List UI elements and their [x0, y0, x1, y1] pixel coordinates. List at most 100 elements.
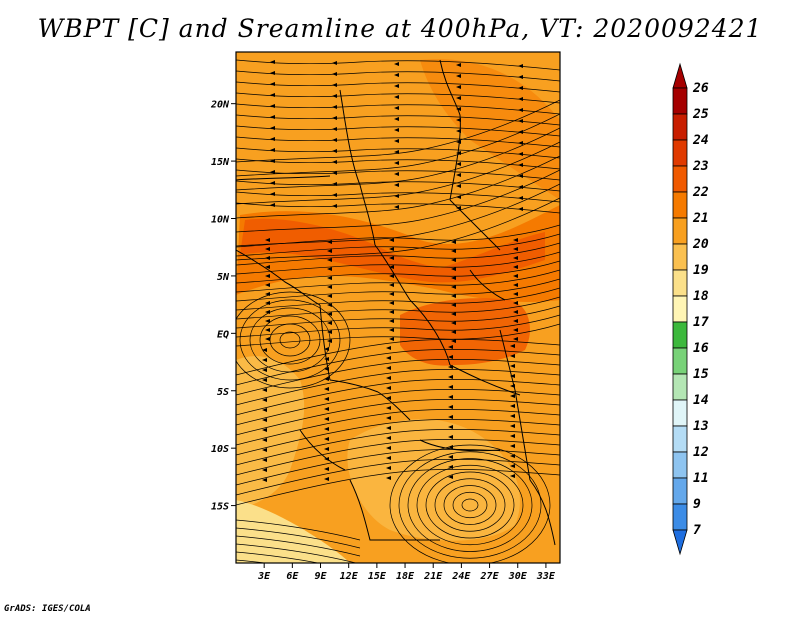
streamline-arrow [332, 105, 337, 109]
field-west-light [236, 356, 305, 510]
streamline-arrow [513, 238, 518, 242]
streamline [236, 251, 560, 275]
streamline-arrow [394, 84, 399, 88]
lat-tick-label: 15S [211, 502, 229, 513]
streamline-arrow [386, 466, 391, 470]
streamline-arrow [265, 292, 270, 296]
streamline-arrow [327, 240, 332, 244]
streamline-arrow [389, 328, 394, 332]
country-border [319, 304, 331, 381]
streamline-arrow [262, 448, 267, 452]
streamline-arrow [451, 303, 456, 307]
streamline-arrow [510, 374, 515, 378]
streamline-arrow [513, 301, 518, 305]
streamline-arrow [394, 62, 399, 66]
streamline-arrow [513, 292, 518, 296]
streamline-arrow [389, 283, 394, 287]
streamline-arrow [518, 86, 523, 90]
colorbar-segment [672, 243, 688, 271]
streamline [236, 388, 560, 426]
streamline-arrow [510, 404, 515, 408]
streamline-arrow [332, 127, 337, 131]
lon-tick-label: 30E [508, 571, 528, 582]
streamline-arrow [513, 265, 518, 269]
colorbar: 26 25 24 23 22 21 20 19 18 17 16 15 14 13 12 11 9 7 [672, 62, 709, 556]
colorbar-segment [672, 87, 688, 115]
streamline-arrow [518, 163, 523, 167]
streamline-arrow [394, 106, 399, 110]
lon-tick-label: 24E [451, 571, 471, 582]
streamline-arrow [324, 347, 329, 351]
streamline-arrow [510, 424, 515, 428]
streamline-arrow [510, 464, 515, 468]
streamline-arrow [451, 258, 456, 262]
streamline-arrow [327, 294, 332, 298]
streamline [236, 180, 560, 192]
lon-axis: 3E 6E 9E 12E 15E 18E 21E 24E 27E 30E 33E [257, 563, 556, 582]
streamline-arrow [386, 426, 391, 430]
streamline-arrow [513, 247, 518, 251]
country-border [236, 175, 331, 181]
streamline-arrow [262, 398, 267, 402]
streamline-arrow [518, 185, 523, 189]
colorbar-segment [672, 295, 688, 323]
streamline-arrow [513, 310, 518, 314]
streamline-arrow [518, 97, 523, 101]
streamline-arrow [386, 476, 391, 480]
streamline-arrow [451, 276, 456, 280]
streamline-arrow [262, 368, 267, 372]
streamline-arrow [448, 375, 453, 379]
colorbar-label: 26 [692, 81, 709, 96]
streamline-arrow [265, 328, 270, 332]
colorbar-label: 19 [693, 263, 709, 278]
colorbar-segment [672, 269, 688, 297]
streamline-arrow [394, 128, 399, 132]
lon-tick-label: 3E [257, 571, 271, 582]
streamline [236, 260, 560, 284]
lat-tick-label: 5S [217, 387, 229, 398]
streamline [236, 559, 268, 563]
streamline-arrow [327, 249, 332, 253]
streamline [236, 543, 358, 563]
streamline [236, 81, 560, 93]
streamline-arrow [324, 467, 329, 471]
streamline [236, 141, 560, 205]
streamline [236, 378, 560, 416]
streamline [236, 468, 560, 506]
lat-tick-label: 10S [211, 444, 229, 455]
streamline-arrow [265, 337, 270, 341]
streamline-arrow [518, 119, 523, 123]
country-border [339, 89, 376, 246]
streamline-arrow [265, 274, 270, 278]
streamline-arrow [262, 458, 267, 462]
streamline-arrow [265, 319, 270, 323]
colorbar-label: 21 [692, 211, 709, 226]
streamline-arrow [270, 115, 275, 119]
streamline [236, 224, 560, 248]
streamline-arrow [386, 386, 391, 390]
streamline-arrow [386, 396, 391, 400]
colorbar-segment [672, 321, 688, 349]
streamline-arrow [456, 107, 461, 111]
country-border [299, 429, 346, 471]
streamline [236, 202, 560, 214]
streamline-arrow [332, 193, 337, 197]
streamline-arrow [270, 170, 275, 174]
streamline-arrow [456, 162, 461, 166]
streamline-arrow [394, 95, 399, 99]
lon-tick-label: 33E [536, 571, 556, 582]
streamline-arrow [265, 301, 270, 305]
streamline-arrow [389, 310, 394, 314]
streamline-arrow [389, 274, 394, 278]
streamline-arrow [262, 468, 267, 472]
streamline [236, 438, 560, 476]
streamline-arrow [451, 294, 456, 298]
streamline-arrow [386, 456, 391, 460]
streamline-arrow [456, 195, 461, 199]
streamline [236, 99, 560, 163]
lat-tick-label: 5N [217, 272, 230, 283]
streamline-arrow [394, 139, 399, 143]
streamline-arrow [386, 436, 391, 440]
country-borders [236, 59, 556, 546]
